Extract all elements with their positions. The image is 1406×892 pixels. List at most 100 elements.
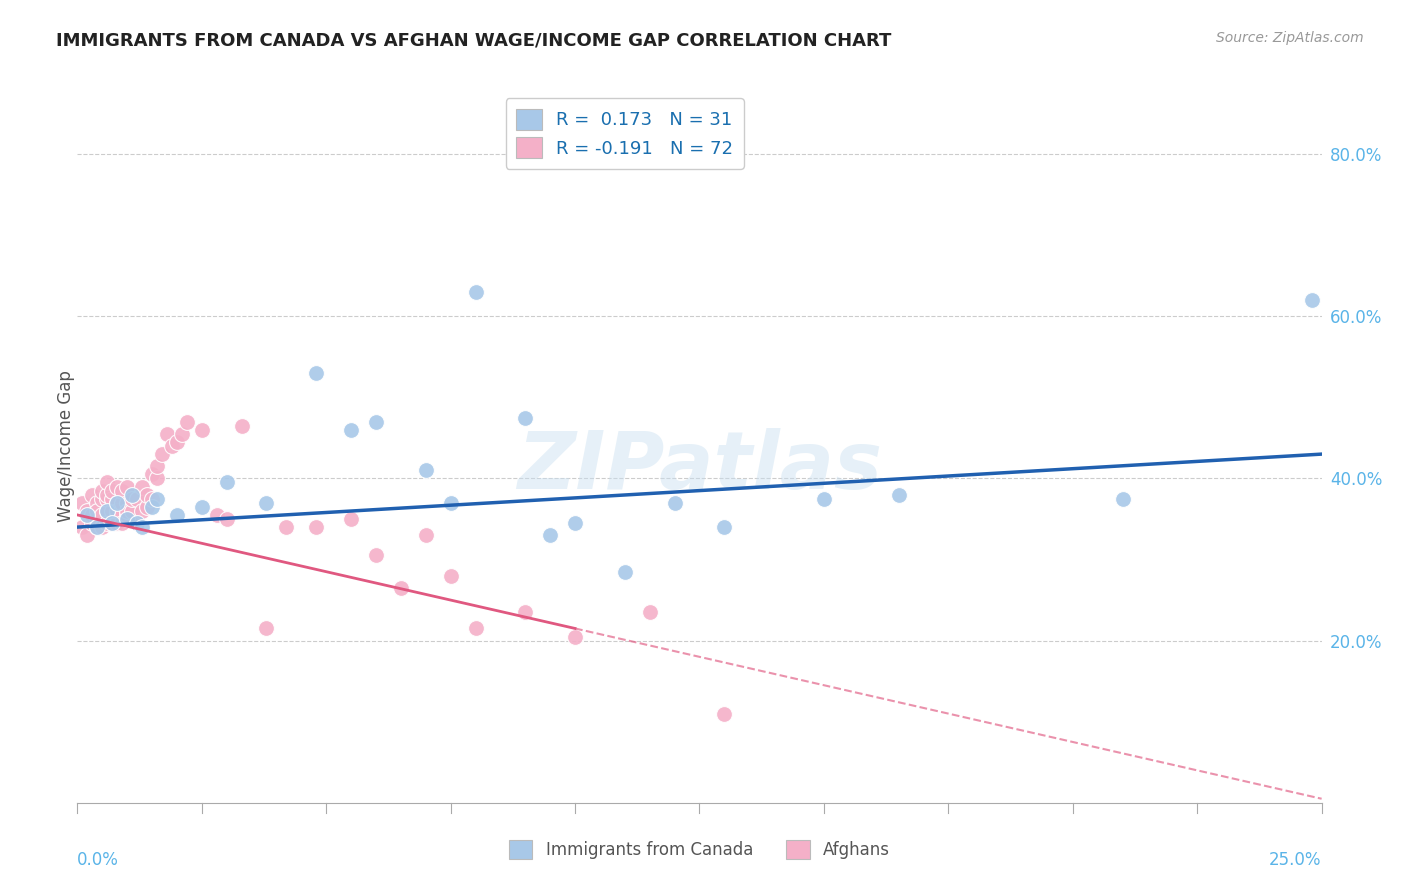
Point bbox=[72, 520, 94, 534]
Point bbox=[96, 491, 118, 506]
Text: IMMIGRANTS FROM CANADA VS AFGHAN WAGE/INCOME GAP CORRELATION CHART: IMMIGRANTS FROM CANADA VS AFGHAN WAGE/IN… bbox=[56, 31, 891, 49]
Point bbox=[440, 496, 463, 510]
Point bbox=[96, 504, 118, 518]
Point bbox=[76, 508, 98, 522]
Point bbox=[96, 475, 118, 490]
Point bbox=[105, 496, 128, 510]
Point bbox=[121, 488, 143, 502]
Point bbox=[82, 508, 104, 522]
Point bbox=[1301, 293, 1323, 307]
Point bbox=[191, 423, 214, 437]
Point bbox=[131, 504, 153, 518]
Point bbox=[111, 496, 134, 510]
Point bbox=[166, 434, 188, 449]
Point bbox=[256, 622, 278, 636]
Point bbox=[340, 512, 363, 526]
Point bbox=[160, 439, 183, 453]
Point bbox=[105, 516, 128, 530]
Point bbox=[72, 496, 94, 510]
Point bbox=[538, 528, 561, 542]
Point bbox=[101, 516, 124, 530]
Y-axis label: Wage/Income Gap: Wage/Income Gap bbox=[58, 370, 75, 522]
Point bbox=[215, 512, 238, 526]
Point bbox=[231, 418, 253, 433]
Point bbox=[146, 491, 169, 506]
Point bbox=[415, 463, 437, 477]
Point bbox=[136, 500, 159, 514]
Point bbox=[713, 520, 735, 534]
Point bbox=[105, 508, 128, 522]
Point bbox=[86, 520, 108, 534]
Point bbox=[141, 491, 163, 506]
Point bbox=[76, 504, 98, 518]
Point bbox=[125, 516, 148, 530]
Point bbox=[82, 488, 104, 502]
Point bbox=[205, 508, 228, 522]
Point bbox=[76, 528, 98, 542]
Point bbox=[115, 479, 138, 493]
Point bbox=[305, 366, 328, 380]
Text: 25.0%: 25.0% bbox=[1270, 851, 1322, 870]
Point bbox=[131, 520, 153, 534]
Point bbox=[105, 479, 128, 493]
Point bbox=[364, 415, 387, 429]
Point bbox=[111, 483, 134, 498]
Point bbox=[166, 508, 188, 522]
Point bbox=[96, 504, 118, 518]
Point bbox=[150, 447, 173, 461]
Point bbox=[125, 491, 148, 506]
Point bbox=[115, 504, 138, 518]
Point bbox=[141, 467, 163, 482]
Point bbox=[121, 504, 143, 518]
Point bbox=[713, 706, 735, 721]
Legend: Immigrants from Canada, Afghans: Immigrants from Canada, Afghans bbox=[502, 833, 897, 866]
Point bbox=[215, 475, 238, 490]
Point bbox=[613, 565, 636, 579]
Point bbox=[115, 496, 138, 510]
Point bbox=[340, 423, 363, 437]
Point bbox=[136, 488, 159, 502]
Point bbox=[440, 568, 463, 582]
Point bbox=[82, 516, 104, 530]
Point bbox=[96, 488, 118, 502]
Point bbox=[105, 496, 128, 510]
Point bbox=[464, 622, 486, 636]
Point bbox=[121, 491, 143, 506]
Point bbox=[1111, 491, 1133, 506]
Point bbox=[86, 496, 108, 510]
Point bbox=[146, 459, 169, 474]
Point bbox=[156, 426, 179, 441]
Point bbox=[91, 520, 114, 534]
Point bbox=[564, 630, 586, 644]
Point bbox=[364, 549, 387, 563]
Point bbox=[638, 605, 661, 619]
Point bbox=[111, 516, 134, 530]
Point bbox=[415, 528, 437, 542]
Text: ZIPatlas: ZIPatlas bbox=[517, 428, 882, 507]
Point bbox=[464, 285, 486, 299]
Point bbox=[101, 504, 124, 518]
Point bbox=[105, 504, 128, 518]
Point bbox=[131, 479, 153, 493]
Point bbox=[664, 496, 686, 510]
Point bbox=[115, 508, 138, 522]
Point bbox=[86, 512, 108, 526]
Point bbox=[111, 508, 134, 522]
Text: 0.0%: 0.0% bbox=[77, 851, 120, 870]
Point bbox=[96, 516, 118, 530]
Point bbox=[170, 426, 193, 441]
Point bbox=[813, 491, 835, 506]
Point bbox=[86, 520, 108, 534]
Point bbox=[146, 471, 169, 485]
Point bbox=[141, 500, 163, 514]
Point bbox=[101, 516, 124, 530]
Point bbox=[256, 496, 278, 510]
Point bbox=[101, 483, 124, 498]
Point bbox=[125, 516, 148, 530]
Point bbox=[389, 581, 412, 595]
Point bbox=[91, 491, 114, 506]
Point bbox=[176, 415, 198, 429]
Point bbox=[515, 605, 537, 619]
Point bbox=[91, 508, 114, 522]
Point bbox=[564, 516, 586, 530]
